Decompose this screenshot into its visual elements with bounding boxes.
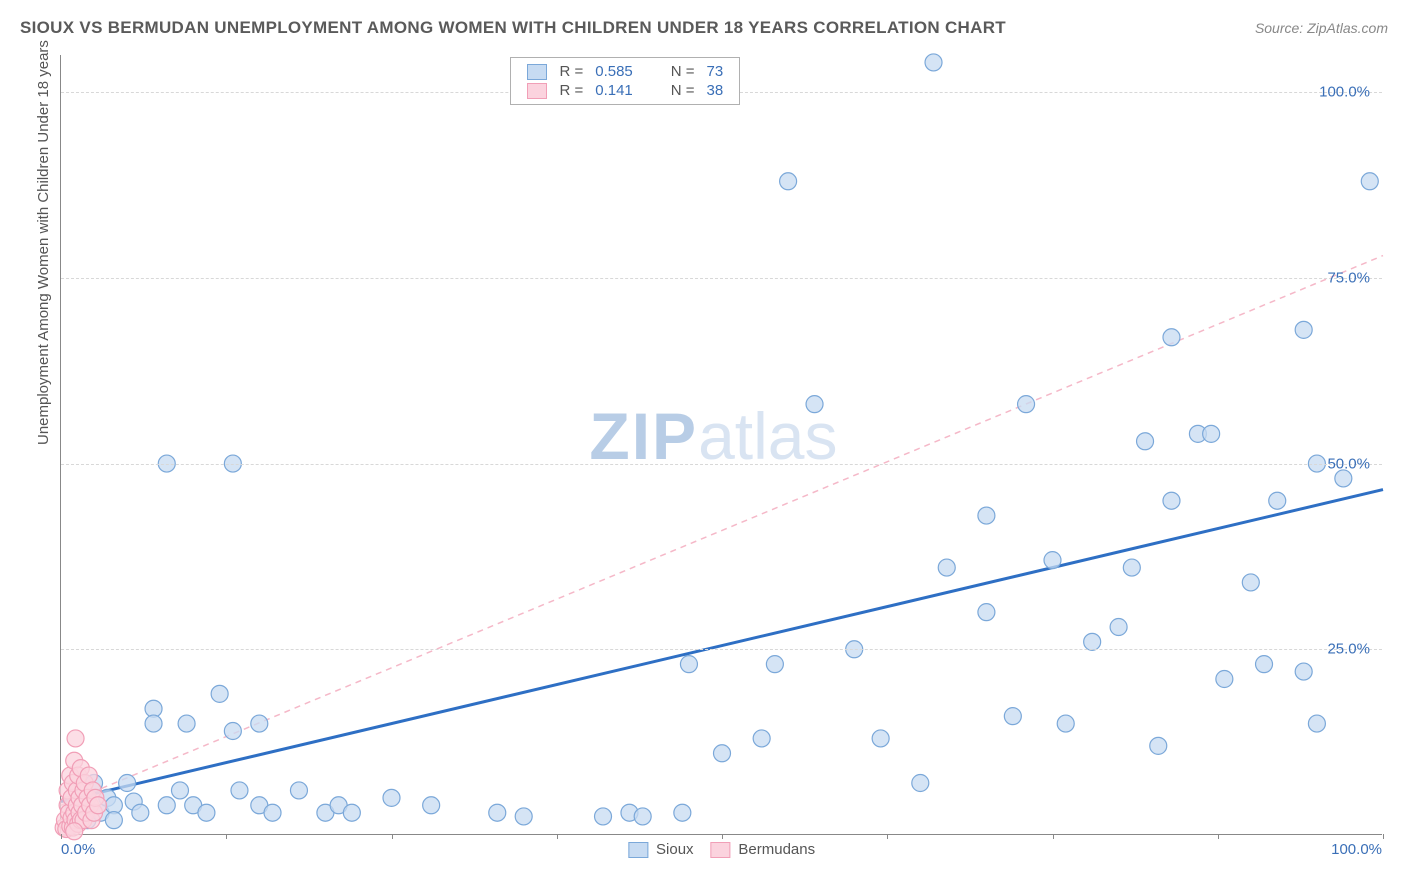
data-point xyxy=(1044,552,1061,569)
legend-n-label: N = xyxy=(665,62,701,81)
data-point xyxy=(674,804,691,821)
legend-r-value: 0.585 xyxy=(589,62,639,81)
data-point xyxy=(224,723,241,740)
data-point xyxy=(145,715,162,732)
legend-r-label: R = xyxy=(553,81,589,100)
gridline xyxy=(61,649,1382,650)
data-point xyxy=(251,715,268,732)
data-point xyxy=(912,775,929,792)
data-point xyxy=(290,782,307,799)
data-point xyxy=(1057,715,1074,732)
data-point xyxy=(383,789,400,806)
y-tick-label: 25.0% xyxy=(1327,641,1370,658)
data-point xyxy=(171,782,188,799)
data-point xyxy=(90,797,107,814)
data-point xyxy=(1203,425,1220,442)
data-point xyxy=(132,804,149,821)
correlation-legend: R =0.585 N =73 R =0.141 N =38 xyxy=(510,57,740,105)
x-axis-label-right: 100.0% xyxy=(1331,841,1382,858)
legend-series-label: Sioux xyxy=(656,841,694,858)
data-point xyxy=(938,559,955,576)
series-legend: Sioux Bermudans xyxy=(628,841,815,858)
data-point xyxy=(766,656,783,673)
data-point xyxy=(515,808,532,825)
legend-n-label: N = xyxy=(665,81,701,100)
data-point xyxy=(67,730,84,747)
data-point xyxy=(489,804,506,821)
data-point xyxy=(1295,321,1312,338)
data-point xyxy=(978,604,995,621)
chart-svg xyxy=(61,55,1382,834)
legend-swatch xyxy=(710,842,730,858)
data-point xyxy=(1004,708,1021,725)
data-point xyxy=(198,804,215,821)
data-point xyxy=(66,823,83,840)
data-point xyxy=(1335,470,1352,487)
y-tick-label: 50.0% xyxy=(1327,455,1370,472)
data-point xyxy=(872,730,889,747)
data-point xyxy=(1308,715,1325,732)
data-point xyxy=(925,54,942,71)
gridline xyxy=(61,464,1382,465)
data-point xyxy=(1150,737,1167,754)
y-tick-label: 100.0% xyxy=(1319,84,1370,101)
data-point xyxy=(753,730,770,747)
data-point xyxy=(1163,492,1180,509)
data-point xyxy=(634,808,651,825)
data-point xyxy=(264,804,281,821)
x-tick-mark xyxy=(1383,834,1384,839)
data-point xyxy=(978,507,995,524)
data-point xyxy=(595,808,612,825)
data-point xyxy=(1242,574,1259,591)
data-point xyxy=(1137,433,1154,450)
data-point xyxy=(105,812,122,829)
data-point xyxy=(211,685,228,702)
x-tick-mark xyxy=(392,834,393,839)
data-point xyxy=(343,804,360,821)
gridline xyxy=(61,278,1382,279)
data-point xyxy=(1216,671,1233,688)
plot-area: ZIPatlas 25.0%50.0%75.0%100.0%0.0%100.0%… xyxy=(60,55,1382,835)
legend-n-value: 73 xyxy=(701,62,730,81)
legend-n-value: 38 xyxy=(701,81,730,100)
x-tick-mark xyxy=(1218,834,1219,839)
legend-swatch xyxy=(628,842,648,858)
data-point xyxy=(714,745,731,762)
data-point xyxy=(1361,173,1378,190)
data-point xyxy=(1163,329,1180,346)
y-axis-label: Unemployment Among Women with Children U… xyxy=(35,40,52,445)
data-point xyxy=(158,797,175,814)
data-point xyxy=(423,797,440,814)
x-tick-mark xyxy=(722,834,723,839)
data-point xyxy=(806,396,823,413)
data-point xyxy=(680,656,697,673)
x-tick-mark xyxy=(887,834,888,839)
x-tick-mark xyxy=(61,834,62,839)
source-attribution: Source: ZipAtlas.com xyxy=(1255,20,1388,36)
y-tick-label: 75.0% xyxy=(1327,269,1370,286)
x-tick-mark xyxy=(557,834,558,839)
data-point xyxy=(119,775,136,792)
legend-series-label: Bermudans xyxy=(738,841,815,858)
legend-r-label: R = xyxy=(553,62,589,81)
chart-title: SIOUX VS BERMUDAN UNEMPLOYMENT AMONG WOM… xyxy=(20,18,1006,38)
x-tick-mark xyxy=(226,834,227,839)
data-point xyxy=(231,782,248,799)
data-point xyxy=(1295,663,1312,680)
legend-r-value: 0.141 xyxy=(589,81,639,100)
data-point xyxy=(1123,559,1140,576)
data-point xyxy=(780,173,797,190)
data-point xyxy=(1269,492,1286,509)
x-tick-mark xyxy=(1053,834,1054,839)
data-point xyxy=(178,715,195,732)
data-point xyxy=(1084,633,1101,650)
legend-swatch xyxy=(527,64,547,80)
x-axis-label-left: 0.0% xyxy=(61,841,95,858)
data-point xyxy=(80,767,97,784)
data-point xyxy=(1018,396,1035,413)
data-point xyxy=(1256,656,1273,673)
data-point xyxy=(1110,619,1127,636)
legend-swatch xyxy=(527,83,547,99)
